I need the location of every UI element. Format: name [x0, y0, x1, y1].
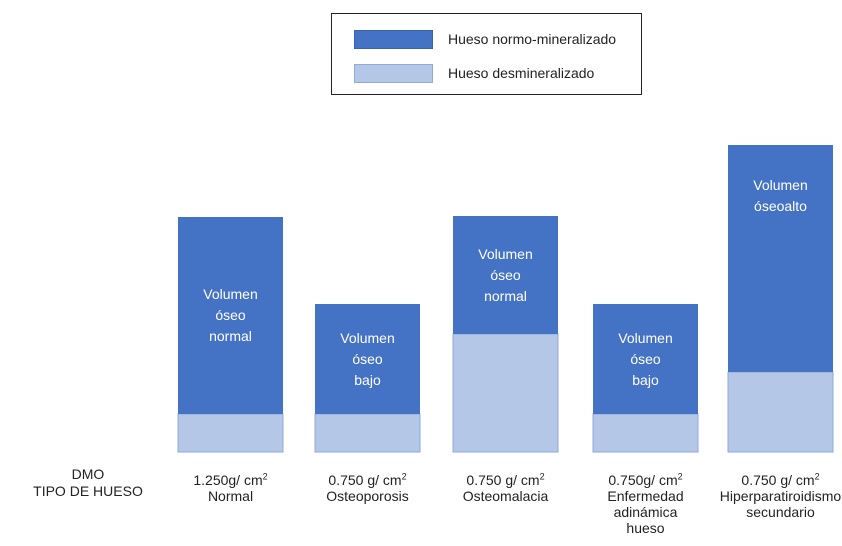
dmo-value: 0.750 g/ cm2: [466, 471, 545, 488]
bar-desmin-osteomalacia: [452, 333, 559, 453]
bar-text-osteomalacia: Volumen óseo normal: [478, 245, 533, 304]
bar-normo-osteomalacia: [453, 216, 558, 334]
legend-swatch-normo: [354, 29, 433, 49]
bar-text-enfermedad-adinamica-hueso: Volumen óseo bajo: [618, 329, 673, 388]
bar-desmin-hiperparatiroidismo-secundario: [727, 371, 834, 453]
dmo-value: 1.250g/ cm2: [193, 471, 268, 488]
bar-text-osteoporosis: Volumen óseo bajo: [340, 329, 395, 388]
bar-normo-enfermedad-adinamica-hueso: [593, 304, 698, 414]
category-label-normal: 1.250g/ cm2 Normal: [161, 472, 301, 504]
bar-desmin-enfermedad-adinamica-hueso: [592, 413, 699, 453]
dmo-value: 0.750 g/ cm2: [741, 471, 820, 488]
bar-text-hiperparatiroidismo-secundario: Volumen óseoalto: [753, 177, 808, 214]
category-label-enfermedad-adinamica-hueso: 0.750g/ cm2 Enfermedad adinámica hueso: [576, 472, 716, 536]
bar-desmin-normal: [177, 413, 284, 453]
row-label-tipo: TIPO DE HUESO: [33, 483, 143, 499]
bar-normo-normal: [178, 217, 283, 414]
bar-text-normal: Volumen óseo normal: [203, 286, 258, 344]
legend-label-desmin: Hueso desmineralizado: [448, 65, 595, 81]
legend-item-desmin: Hueso desmineralizado: [354, 63, 594, 83]
bar-normo-osteoporosis: [315, 304, 420, 414]
category-label-hiperparatiroidismo-secundario: 0.750 g/ cm2 Hiperparatiroidismo secundari…: [711, 472, 842, 520]
category-label-osteoporosis: 0.750 g/ cm2 Osteoporosis: [298, 472, 438, 504]
category-label-osteomalacia: 0.750 g/ cm2 Osteomalacia: [436, 472, 576, 504]
dmo-value: 0.750g/ cm2: [608, 471, 683, 488]
bar-desmin-osteoporosis: [314, 413, 421, 453]
row-label-dmo: DMO: [71, 466, 105, 482]
bar-normo-hiperparatiroidismo-secundario: [728, 145, 833, 372]
legend-swatch-desmin: [354, 63, 433, 83]
legend-label-normo: Hueso normo-mineralizado: [448, 31, 617, 47]
dmo-value: 0.750 g/ cm2: [328, 471, 407, 488]
legend: Hueso normo-mineralizado Hueso desminera…: [331, 13, 642, 95]
legend-item-normo: Hueso normo-mineralizado: [354, 29, 616, 49]
